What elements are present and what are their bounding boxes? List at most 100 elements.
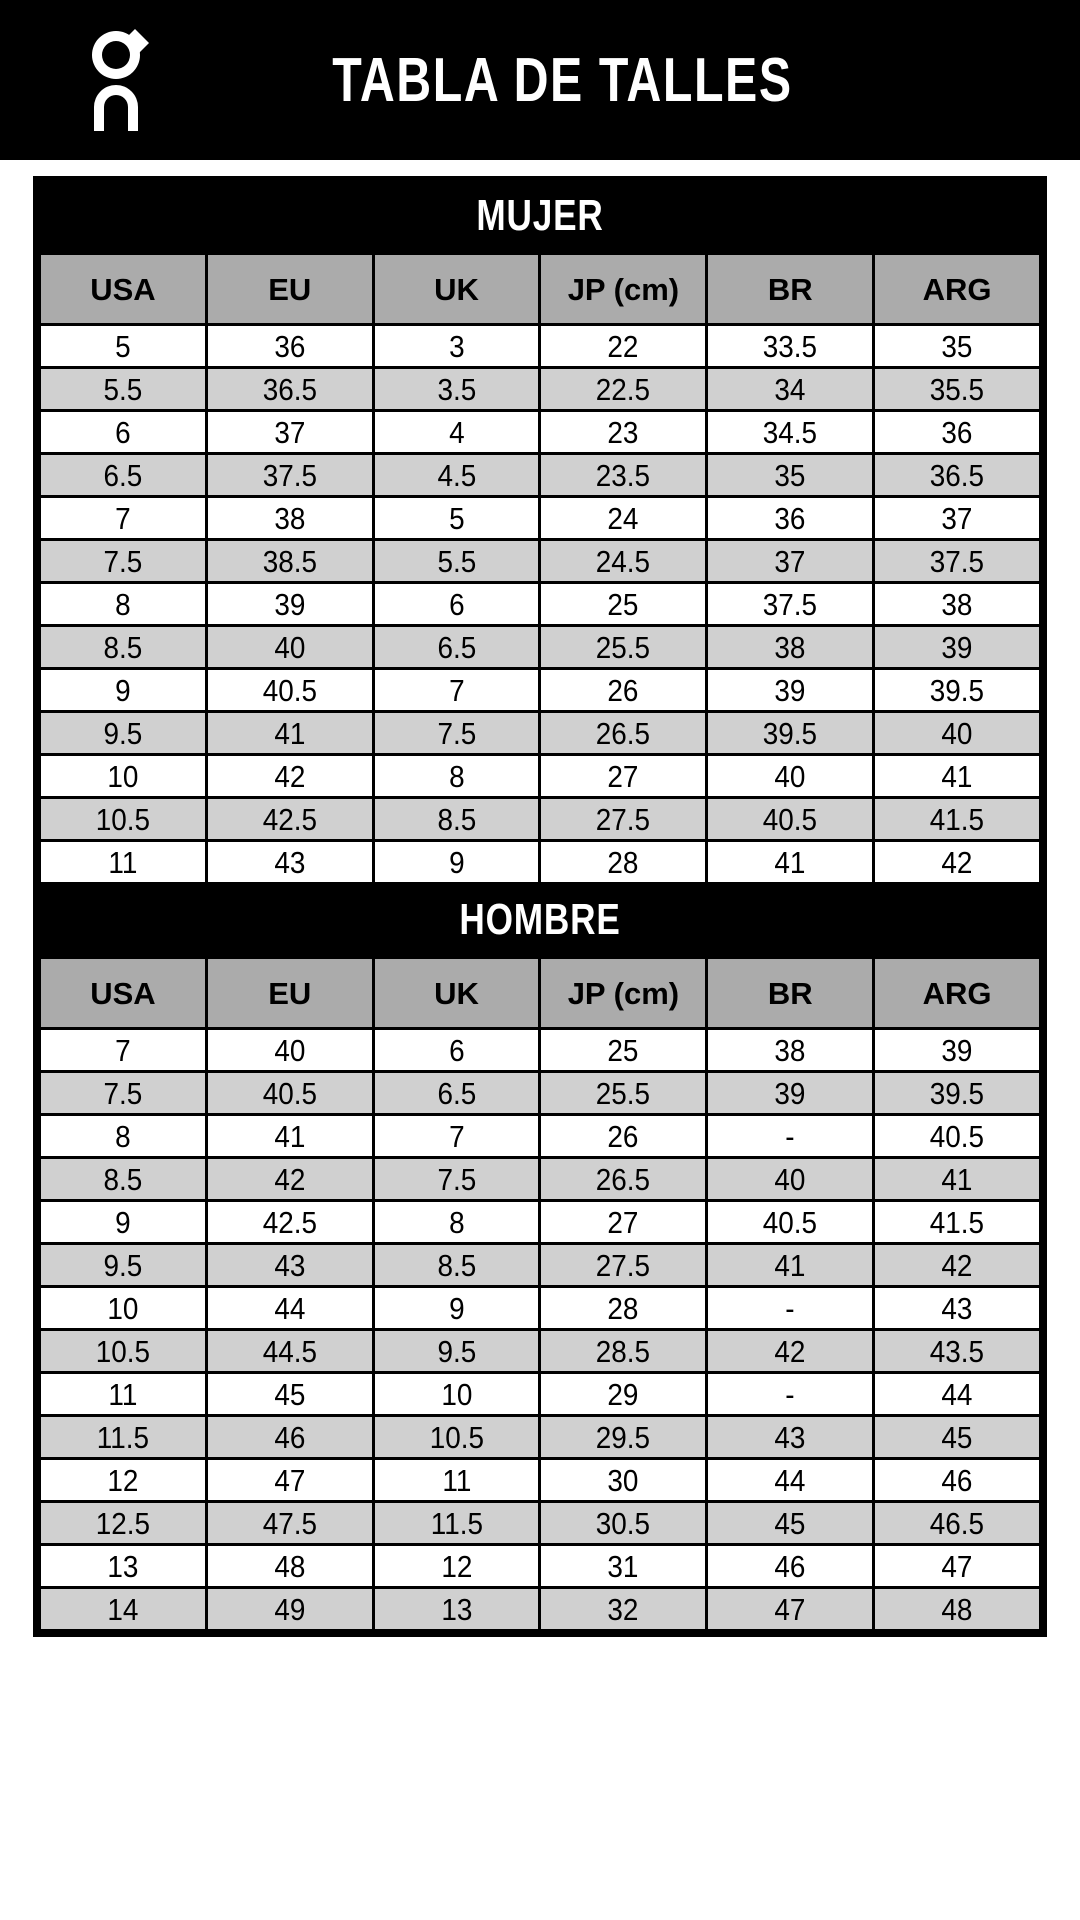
cell-eu: 44.5 xyxy=(204,1328,375,1374)
cell-value: 8.5 xyxy=(103,1161,143,1197)
cell-value: 10.5 xyxy=(95,801,151,837)
cell-jp-cm: 22 xyxy=(538,323,709,369)
cell-value: 11.5 xyxy=(96,1419,150,1455)
cell-eu: 42.5 xyxy=(204,796,375,842)
cell-usa: 12.5 xyxy=(38,1500,208,1546)
cell-uk: 10.5 xyxy=(371,1414,542,1460)
cell-value: 28 xyxy=(607,844,639,880)
cell-value: 36 xyxy=(274,328,306,364)
cell-arg: 39 xyxy=(872,1027,1042,1073)
cell-br: 47 xyxy=(705,1586,876,1632)
cell-value: 27 xyxy=(607,758,639,794)
cell-value: 44.5 xyxy=(262,1333,317,1369)
cell-arg: 39.5 xyxy=(872,1070,1042,1116)
cell-value: 5.5 xyxy=(103,371,143,407)
cell-value: 23.5 xyxy=(596,457,651,493)
cell-value: 30.5 xyxy=(596,1505,651,1541)
cell-usa: 12 xyxy=(38,1457,208,1503)
cell-value: 35.5 xyxy=(929,371,985,407)
cell-value: 39 xyxy=(774,1075,806,1111)
cell-value: 8.5 xyxy=(103,629,143,665)
section-title-hombre: HOMBRE xyxy=(138,885,942,956)
cell-usa: 9 xyxy=(38,667,208,713)
cell-value: 46 xyxy=(774,1548,806,1584)
column-header-br: BR xyxy=(705,252,876,326)
cell-uk: 7.5 xyxy=(371,710,542,756)
cell-value: 34 xyxy=(774,371,806,407)
cell-value: 14 xyxy=(107,1591,139,1627)
cell-value: 43 xyxy=(274,844,306,880)
cell-uk: 8.5 xyxy=(371,796,542,842)
cell-arg: 45 xyxy=(872,1414,1042,1460)
cell-value: 40.5 xyxy=(763,801,818,837)
cell-jp-cm: 26 xyxy=(538,1113,709,1159)
table-row: 9 40.5 7 26 39 39.5 xyxy=(38,667,1042,713)
cell-value: 30 xyxy=(607,1462,639,1498)
cell-br: 33.5 xyxy=(705,323,876,369)
cell-value: 9.5 xyxy=(103,715,143,751)
cell-uk: 8 xyxy=(371,1199,542,1245)
cell-usa: 13 xyxy=(38,1543,208,1589)
cell-jp-cm: 31 xyxy=(538,1543,709,1589)
cell-value: 41 xyxy=(941,758,973,794)
column-header-eu: EU xyxy=(204,252,375,326)
cell-value: 6.5 xyxy=(437,1075,476,1111)
cell-eu: 43 xyxy=(204,839,375,885)
cell-eu: 42.5 xyxy=(204,1199,375,1245)
column-header-br: BR xyxy=(705,956,876,1030)
cell-uk: 10 xyxy=(371,1371,542,1417)
table-row: 7 38 5 24 36 37 xyxy=(38,495,1042,541)
cell-jp-cm: 30 xyxy=(538,1457,709,1503)
cell-eu: 38.5 xyxy=(204,538,375,584)
cell-value: 10 xyxy=(107,758,139,794)
cell-value: 26 xyxy=(607,672,639,708)
table-row: 12 47 11 30 44 46 xyxy=(38,1457,1042,1503)
cell-value: 36 xyxy=(774,500,806,536)
cell-jp-cm: 27 xyxy=(538,1199,709,1245)
cell-value: 37 xyxy=(941,500,973,536)
table-row: 5.5 36.5 3.5 22.5 34 35.5 xyxy=(38,366,1042,412)
cell-value: 10.5 xyxy=(429,1419,484,1455)
cell-value: 11 xyxy=(108,844,138,880)
cell-eu: 36.5 xyxy=(204,366,375,412)
cell-eu: 43 xyxy=(204,1242,375,1288)
cell-value: 33.5 xyxy=(763,328,818,364)
cell-value: 8 xyxy=(448,1204,465,1240)
cell-value: 42.5 xyxy=(262,1204,317,1240)
size-chart: MUJER USA EU UK JP (cm) BR ARG 5 36 3 22 33.… xyxy=(33,176,1047,1637)
cell-eu: 42 xyxy=(204,1156,375,1202)
cell-uk: 9.5 xyxy=(371,1328,542,1374)
cell-value: 40.5 xyxy=(262,1075,317,1111)
cell-eu: 40 xyxy=(204,624,375,670)
cell-value: 43.5 xyxy=(929,1333,985,1369)
cell-value: 42 xyxy=(941,844,973,880)
cell-jp-cm: 28.5 xyxy=(538,1328,709,1374)
cell-uk: 3 xyxy=(371,323,542,369)
column-header-jp: JP (cm) xyxy=(538,956,709,1030)
cell-eu: 42 xyxy=(204,753,375,799)
cell-value: 6.5 xyxy=(103,457,143,493)
cell-arg: 36 xyxy=(872,409,1042,455)
cell-value: 47 xyxy=(274,1462,306,1498)
column-header-usa: USA xyxy=(38,956,208,1030)
cell-uk: 6.5 xyxy=(371,1070,542,1116)
size-table-mujer: USA EU UK JP (cm) BR ARG 5 36 3 22 33.5 35 5.5… xyxy=(38,252,1042,885)
table-row: 8 41 7 26 - 40.5 xyxy=(38,1113,1042,1159)
cell-value: 3.5 xyxy=(437,371,476,407)
cell-arg: 40 xyxy=(872,710,1042,756)
cell-value: - xyxy=(785,1118,795,1154)
cell-arg: 39.5 xyxy=(872,667,1042,713)
cell-jp-cm: 28 xyxy=(538,839,709,885)
cell-value: 5.5 xyxy=(437,543,476,579)
cell-value: 9 xyxy=(115,672,131,708)
table-row: 11.5 46 10.5 29.5 43 45 xyxy=(38,1414,1042,1460)
cell-value: - xyxy=(785,1290,795,1326)
cell-value: 10.5 xyxy=(95,1333,151,1369)
cell-value: 41 xyxy=(774,844,806,880)
cell-value: 11.5 xyxy=(430,1505,483,1541)
cell-br: 36 xyxy=(705,495,876,541)
cell-value: 40.5 xyxy=(763,1204,818,1240)
cell-uk: 4.5 xyxy=(371,452,542,498)
on-running-logo-icon xyxy=(92,29,149,131)
cell-value: 26 xyxy=(607,1118,639,1154)
